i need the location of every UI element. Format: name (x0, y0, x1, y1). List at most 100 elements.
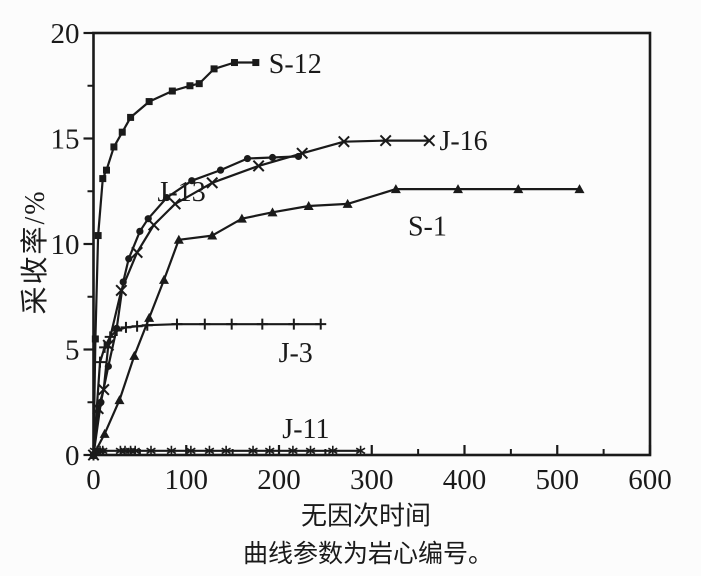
asterisk-marker (355, 445, 366, 456)
square-marker (102, 166, 110, 174)
plus-marker (226, 318, 238, 330)
circle-marker (188, 177, 196, 185)
triangle-marker (114, 395, 125, 405)
plus-marker (315, 318, 327, 330)
plus-marker (171, 318, 183, 330)
triangle-marker (99, 428, 110, 438)
x-tick-label: 400 (443, 464, 487, 496)
x-tick-label: 0 (86, 464, 101, 496)
plus-marker (120, 321, 132, 333)
triangle-marker (267, 207, 278, 217)
asterisk-marker (204, 445, 215, 456)
x-marker (147, 219, 160, 231)
series-label-S-12: S-12 (269, 49, 322, 80)
circle-marker (125, 255, 133, 263)
x-marker (206, 176, 219, 189)
square-marker (99, 175, 107, 183)
series-label-J-13: J-13 (157, 177, 205, 208)
y-axis-title: 采收率/% (20, 189, 51, 315)
circle-marker (163, 193, 171, 202)
series-line-S-12 (92, 61, 256, 456)
asterisk-marker (146, 445, 156, 456)
asterisk-marker (288, 445, 298, 456)
asterisk-marker (130, 445, 141, 456)
asterisk-marker (327, 445, 338, 456)
series-S-1: S-1 (88, 184, 585, 459)
series-label-J-11: J-11 (282, 414, 329, 445)
circle-marker (243, 154, 252, 163)
series-line-S-1 (92, 188, 580, 456)
y-axis: 0 5 10 15 20 (51, 18, 94, 472)
x-marker (97, 383, 110, 396)
series-line-J-13 (92, 155, 299, 456)
asterisk-marker (186, 445, 196, 456)
x-marker (169, 198, 182, 210)
triangle-marker (173, 234, 184, 244)
circle-marker (136, 227, 144, 235)
y-tick-label: 10 (51, 229, 80, 261)
square-marker (186, 82, 194, 90)
figure-caption: 曲线参数为岩心编号。 (242, 541, 494, 568)
y-tick-label: 0 (65, 440, 80, 472)
triangle-marker (574, 184, 585, 194)
series-label-S-1: S-1 (408, 212, 447, 243)
square-marker (91, 335, 99, 343)
x-tick-label: 200 (257, 464, 301, 496)
x-axis: 0 100 200 300 400 500 600 (86, 445, 672, 496)
plus-marker (256, 318, 268, 330)
y-tick-label: 20 (51, 18, 80, 50)
triangle-marker (144, 312, 155, 322)
plus-marker (131, 320, 143, 332)
y-tick-label: 15 (51, 124, 80, 156)
square-marker (127, 113, 135, 121)
square-marker (252, 59, 260, 67)
series-line-J-16 (92, 139, 430, 456)
x-marker (115, 284, 128, 297)
square-marker (230, 59, 238, 67)
series-J-16: J-16 (87, 126, 488, 461)
asterisk-marker (305, 445, 316, 456)
x-marker (131, 246, 143, 259)
plus-marker (104, 331, 116, 343)
square-marker (210, 65, 218, 73)
series-label-J-3: J-3 (279, 338, 313, 369)
square-marker (118, 128, 126, 136)
x-marker (379, 134, 392, 147)
x-marker (252, 160, 265, 172)
x-axis-title: 无因次时间 (300, 501, 432, 531)
asterisk-marker (248, 445, 258, 456)
asterisk-marker (221, 445, 231, 456)
y-tick-label: 5 (65, 335, 80, 367)
x-marker (338, 135, 350, 148)
square-marker (145, 98, 153, 106)
series-J-13: J-13 (89, 152, 303, 459)
square-marker (110, 143, 118, 151)
square-marker (94, 232, 102, 240)
x-marker (296, 147, 309, 160)
plus-marker (141, 319, 153, 331)
x-tick-label: 300 (350, 464, 394, 496)
x-marker (423, 134, 436, 147)
triangle-marker (129, 350, 140, 360)
x-marker (92, 402, 105, 415)
x-tick-label: 600 (628, 464, 672, 496)
triangle-marker (207, 230, 218, 240)
series-S-12: S-12 (90, 49, 322, 459)
plus-marker (99, 341, 111, 353)
triangle-marker (342, 198, 353, 208)
series-J-3: J-3 (88, 318, 327, 461)
plus-marker (199, 318, 211, 330)
x-tick-label: 500 (536, 464, 580, 496)
asterisk-marker (97, 445, 108, 456)
circle-marker (216, 166, 225, 174)
plus-marker (288, 318, 300, 330)
triangle-marker (303, 201, 314, 211)
triangle-marker (390, 184, 401, 194)
triangle-marker (453, 184, 464, 194)
x-tick-label: 100 (165, 464, 209, 496)
triangle-marker (158, 274, 169, 284)
plus-marker (111, 325, 123, 337)
series-J-11: J-11 (89, 414, 366, 456)
